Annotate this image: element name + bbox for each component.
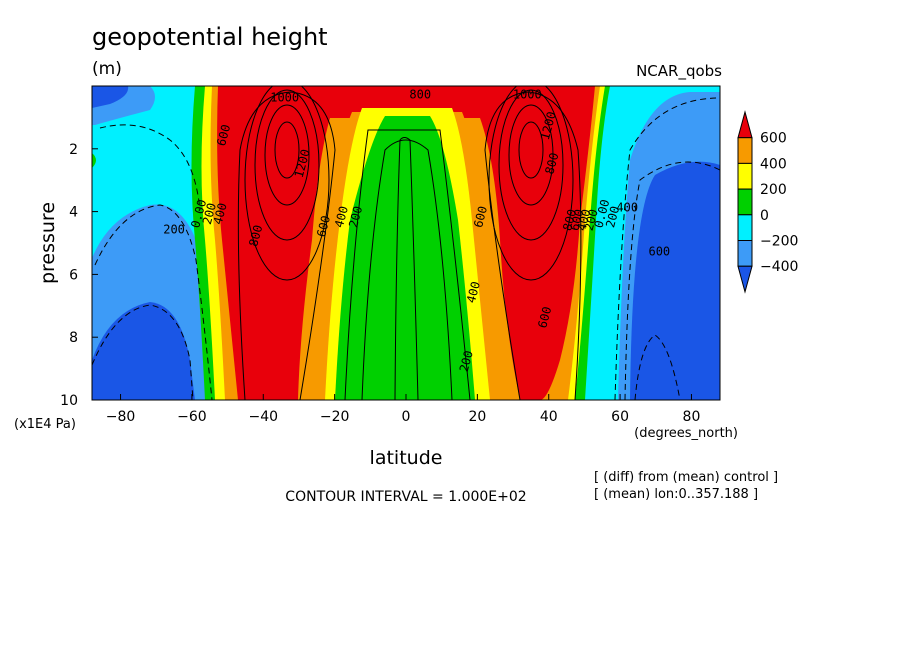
contour-label: 600 (214, 123, 233, 148)
contour-label: 600 (648, 245, 670, 259)
contour-label: 800 (542, 151, 561, 176)
x-tick-label: 0 (402, 409, 411, 425)
contour-interval: CONTOUR INTERVAL = 1.000E+02 (285, 489, 526, 505)
contour-label: 200 (582, 208, 601, 233)
contour-label: 600 (314, 214, 333, 239)
contour-label: 400 (464, 280, 483, 305)
y-axis-label: pressure (37, 202, 59, 284)
contour-label: 600 (567, 208, 586, 233)
region-tropics-green (335, 116, 475, 400)
contour-label: 200 (200, 201, 219, 226)
region-north-deep (630, 161, 720, 400)
region-south-green-spot (92, 153, 96, 168)
contour-label: 800 (560, 208, 579, 233)
y-axis: 2 4 6 8 10 (60, 142, 98, 409)
colorbar-swatch (737, 214, 753, 242)
contour-label: 800 (409, 88, 431, 102)
colorbar-label: 400 (760, 156, 787, 172)
colorbar-top-arrow (737, 110, 753, 139)
y-tick-label: 2 (69, 142, 78, 158)
colorbar-label: 600 (760, 131, 787, 147)
y-tick-label: 10 (60, 393, 78, 409)
contour-label: 600 (535, 305, 554, 330)
y-tick-label: 4 (69, 205, 78, 221)
contour-label: 400 (575, 208, 594, 233)
x-axis: −80 −60 −40 −20 0 20 40 60 80 (106, 394, 701, 425)
contour-label: 1000 (270, 91, 299, 105)
contour-label: 1000 (513, 88, 542, 102)
contour-label: 200 (457, 349, 476, 374)
jet-contours-north (484, 86, 582, 400)
y-tick-label: 8 (69, 330, 78, 346)
contour-label: 400 (211, 201, 230, 226)
x-tick-label: 60 (611, 409, 629, 425)
x-tick-label: 20 (468, 409, 486, 425)
colorbar: 600 400 200 0 −200 −400 (737, 110, 798, 294)
x-tick-label: 80 (683, 409, 701, 425)
plot-area (92, 86, 720, 400)
x-tick-label: −80 (106, 409, 136, 425)
contour-label: 200 (603, 205, 622, 230)
contour-label: 200 (346, 205, 365, 230)
colorbar-label: 200 (760, 182, 787, 198)
region-red-jets (217, 86, 595, 400)
x-tick-label: −60 (177, 409, 207, 425)
colorbar-swatch (737, 240, 753, 267)
colorbar-label: −200 (760, 234, 798, 250)
x-axis-label: latitude (370, 447, 443, 469)
chart-title: geopotential height (92, 23, 328, 51)
y-unit-label: (x1E4 Pa) (14, 417, 76, 432)
contour-label: 800 (246, 223, 265, 248)
contour-label: 200 (163, 223, 185, 237)
x-tick-label: 40 (540, 409, 558, 425)
colorbar-swatch (737, 162, 753, 190)
colorbar-bottom-arrow (737, 265, 753, 294)
colorbar-label: −400 (760, 259, 798, 275)
chart-subtitle: (m) (92, 59, 122, 79)
colorbar-label: 0 (760, 208, 769, 224)
region-south-polar-deep (92, 86, 129, 108)
colorbar-swatch (737, 188, 753, 216)
jet-contours-south (237, 86, 336, 400)
note-diff: [ (diff) from (mean) control ] (594, 470, 778, 485)
x-unit-label: (degrees_north) (634, 426, 738, 441)
contour-label: 600 (471, 205, 490, 230)
dataset-label: NCAR_qobs (636, 62, 722, 81)
region-south-deep (92, 302, 195, 400)
y-tick-label: 6 (69, 267, 78, 283)
negative-contours (92, 97, 720, 400)
x-tick-label: −40 (248, 409, 278, 425)
note-mean: [ (mean) lon:0..357.188 ] (594, 487, 758, 502)
contour-label: 400 (332, 205, 351, 230)
tropics-contours (344, 129, 471, 400)
contour-label: 400 (616, 201, 638, 215)
x-tick-label: −20 (320, 409, 350, 425)
colorbar-swatch (737, 137, 753, 164)
